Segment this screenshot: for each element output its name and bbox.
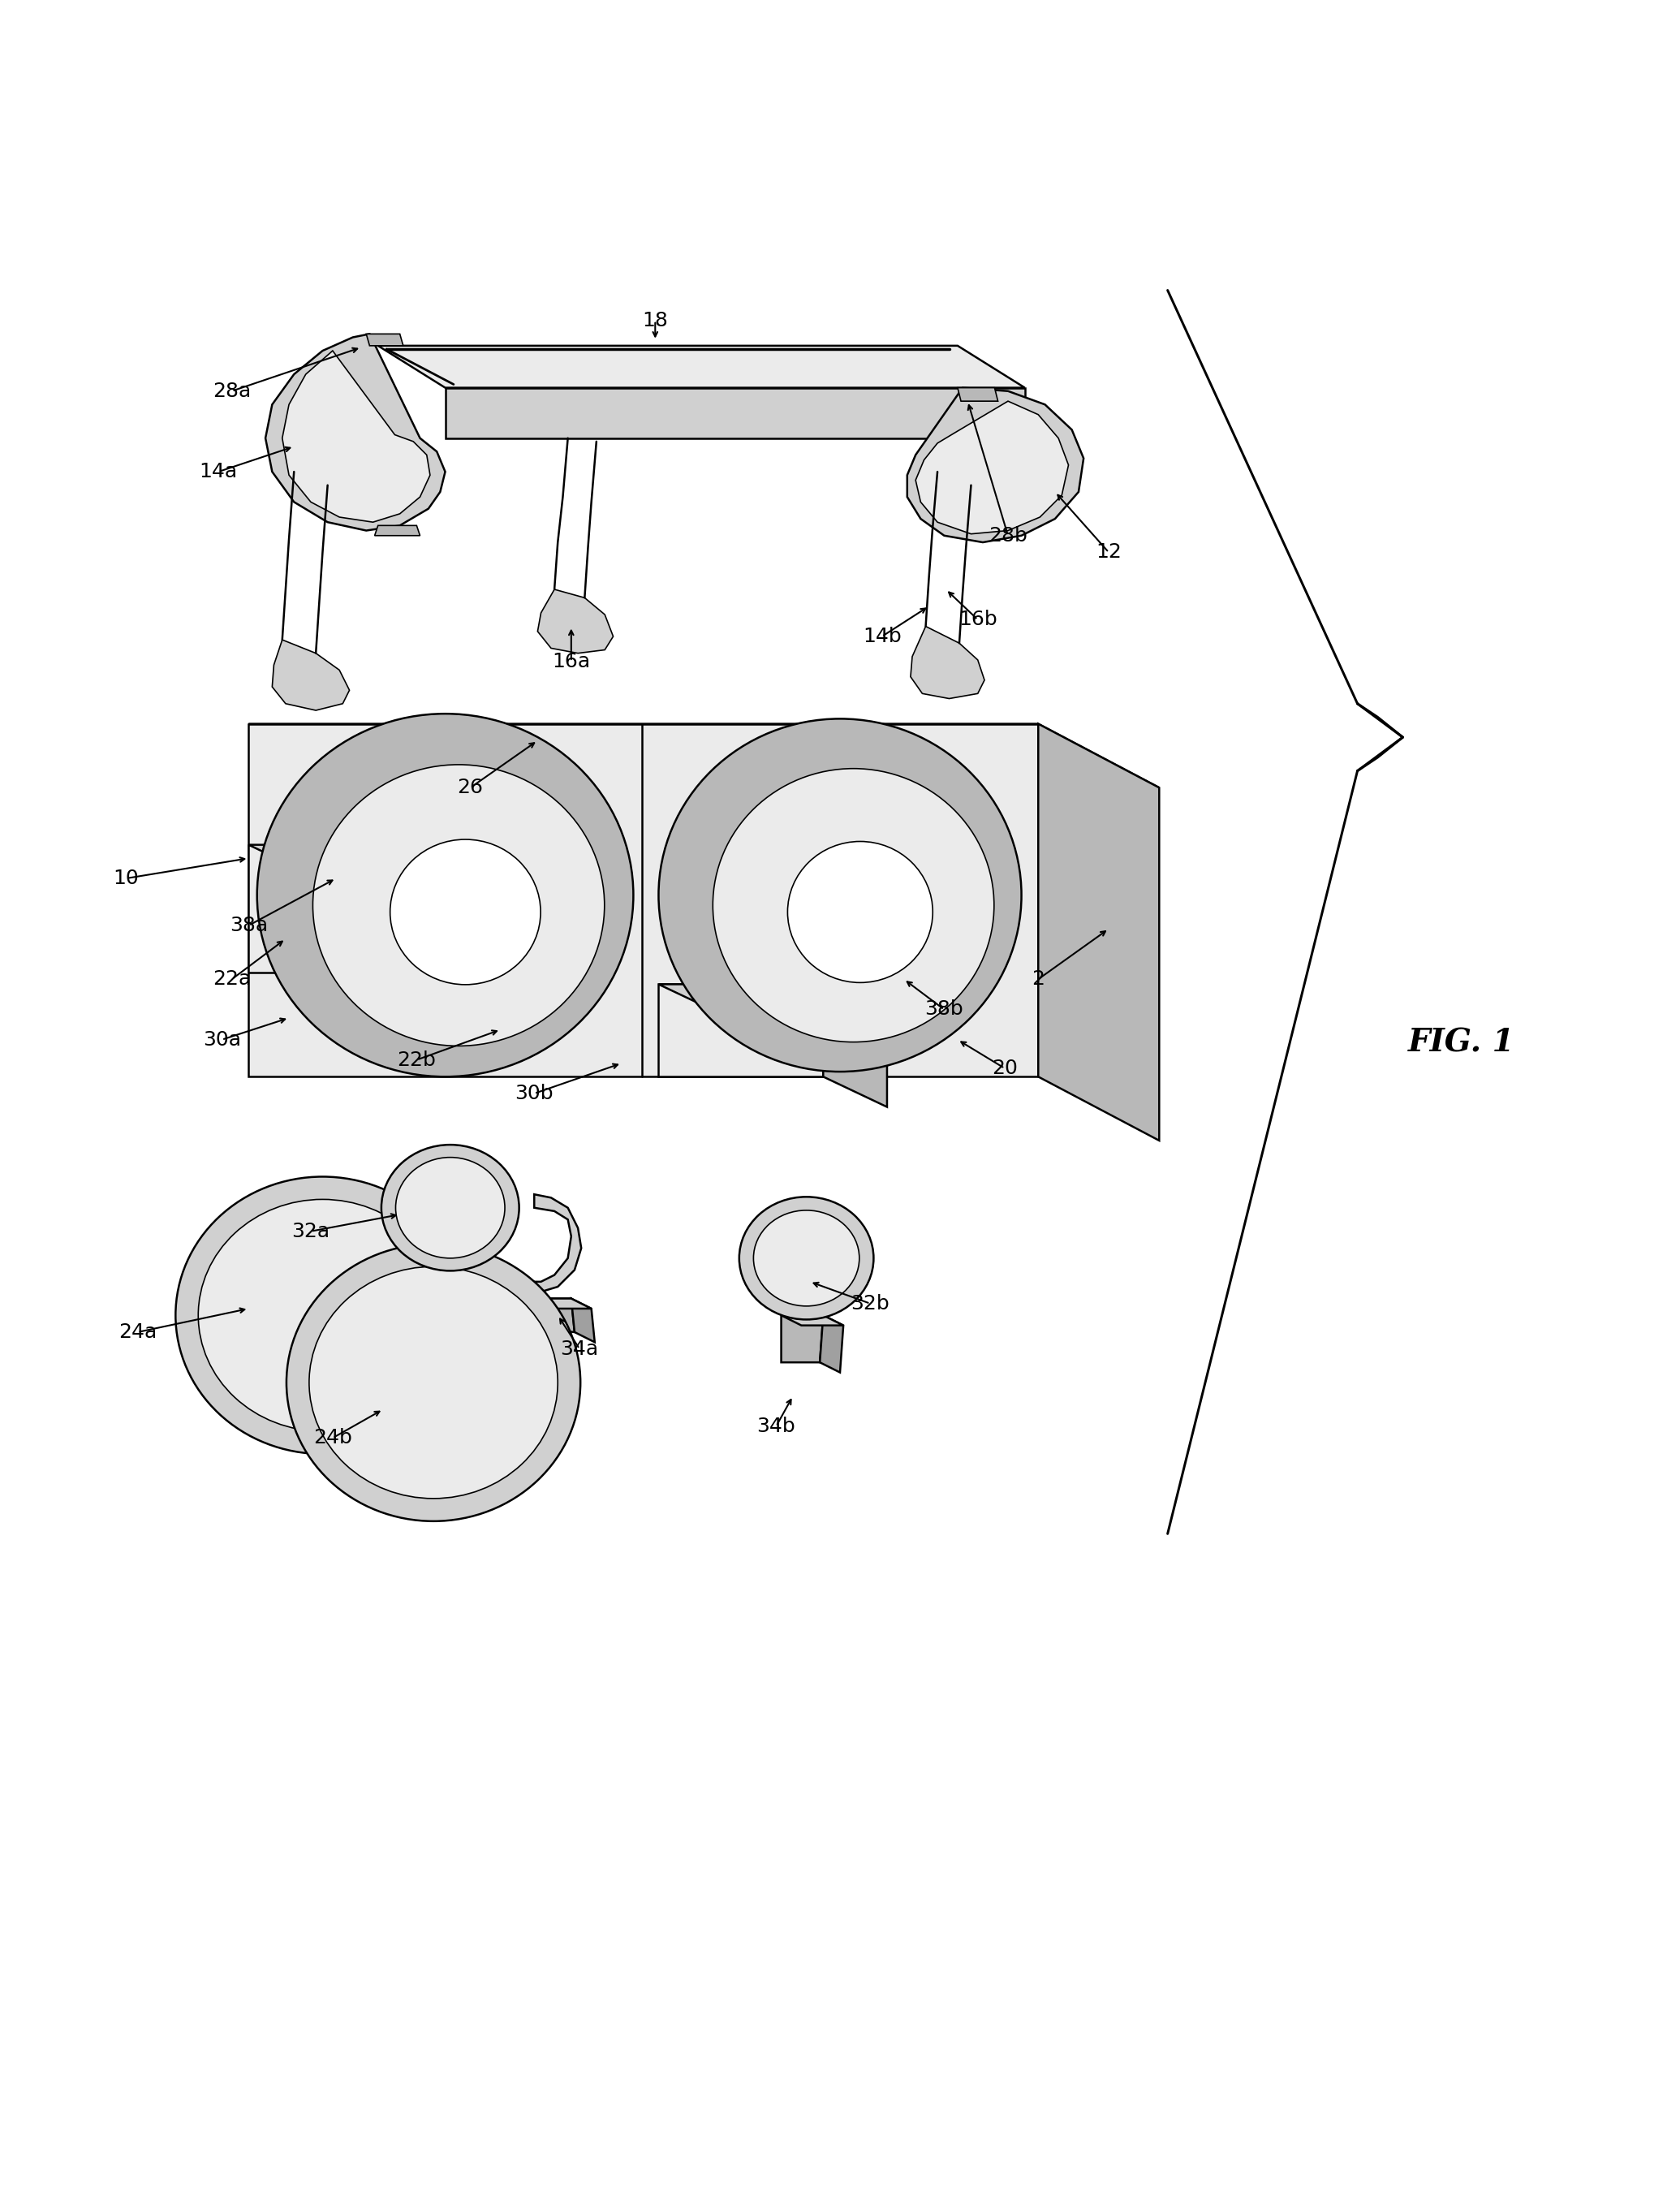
Text: 10: 10 xyxy=(113,868,139,888)
Text: 34a: 34a xyxy=(561,1338,598,1358)
Text: 14a: 14a xyxy=(200,461,237,481)
Text: 20: 20 xyxy=(991,1059,1018,1078)
Polygon shape xyxy=(1038,724,1159,1142)
Text: 28b: 28b xyxy=(988,525,1028,545)
Text: 34b: 34b xyxy=(756,1417,796,1437)
Ellipse shape xyxy=(198,1198,447,1430)
Text: 22a: 22a xyxy=(213,969,250,989)
Polygon shape xyxy=(272,641,349,711)
Polygon shape xyxy=(249,844,328,973)
Polygon shape xyxy=(659,984,887,1015)
Polygon shape xyxy=(823,984,887,1107)
Text: 32b: 32b xyxy=(850,1295,890,1314)
Polygon shape xyxy=(820,1314,843,1373)
Text: 26: 26 xyxy=(457,779,484,798)
Polygon shape xyxy=(375,525,420,536)
Polygon shape xyxy=(534,1194,581,1293)
Text: 16b: 16b xyxy=(958,610,998,630)
Text: 2: 2 xyxy=(1032,969,1045,989)
Polygon shape xyxy=(911,625,984,698)
Polygon shape xyxy=(907,387,1084,542)
Ellipse shape xyxy=(312,765,605,1045)
Polygon shape xyxy=(571,1299,595,1343)
Ellipse shape xyxy=(286,1244,581,1522)
Polygon shape xyxy=(366,335,403,346)
Polygon shape xyxy=(282,350,430,523)
Text: 24b: 24b xyxy=(312,1428,353,1448)
Ellipse shape xyxy=(739,1196,874,1319)
Text: 30b: 30b xyxy=(514,1085,554,1102)
Polygon shape xyxy=(445,387,1025,437)
Text: 16a: 16a xyxy=(553,652,590,671)
Polygon shape xyxy=(538,588,613,654)
Polygon shape xyxy=(659,984,823,1076)
Ellipse shape xyxy=(309,1266,558,1498)
Text: 38b: 38b xyxy=(924,999,964,1019)
Text: FIG. 1: FIG. 1 xyxy=(1408,1028,1515,1059)
Polygon shape xyxy=(249,724,1159,787)
Text: 12: 12 xyxy=(1095,542,1122,562)
Ellipse shape xyxy=(175,1177,470,1454)
Ellipse shape xyxy=(753,1209,858,1306)
Ellipse shape xyxy=(788,842,932,982)
Polygon shape xyxy=(249,844,370,866)
Text: 14b: 14b xyxy=(862,628,902,645)
Ellipse shape xyxy=(712,768,995,1041)
Polygon shape xyxy=(378,346,1025,387)
Ellipse shape xyxy=(396,1157,504,1258)
Polygon shape xyxy=(916,400,1068,534)
Text: 30a: 30a xyxy=(203,1030,240,1050)
Polygon shape xyxy=(265,335,445,531)
Ellipse shape xyxy=(257,713,633,1076)
Text: 18: 18 xyxy=(642,311,669,330)
Polygon shape xyxy=(534,1299,575,1332)
Text: 22b: 22b xyxy=(396,1050,437,1069)
Polygon shape xyxy=(328,844,370,993)
Polygon shape xyxy=(249,724,1038,1076)
Polygon shape xyxy=(958,387,998,400)
Text: 24a: 24a xyxy=(119,1323,156,1343)
Ellipse shape xyxy=(390,840,541,984)
Text: 38a: 38a xyxy=(230,916,267,936)
Polygon shape xyxy=(781,1314,823,1363)
Ellipse shape xyxy=(381,1144,519,1271)
Text: 32a: 32a xyxy=(292,1223,329,1240)
Text: 28a: 28a xyxy=(213,381,250,400)
Polygon shape xyxy=(793,1262,827,1314)
Ellipse shape xyxy=(659,720,1021,1072)
Polygon shape xyxy=(781,1314,843,1325)
Polygon shape xyxy=(534,1299,591,1308)
